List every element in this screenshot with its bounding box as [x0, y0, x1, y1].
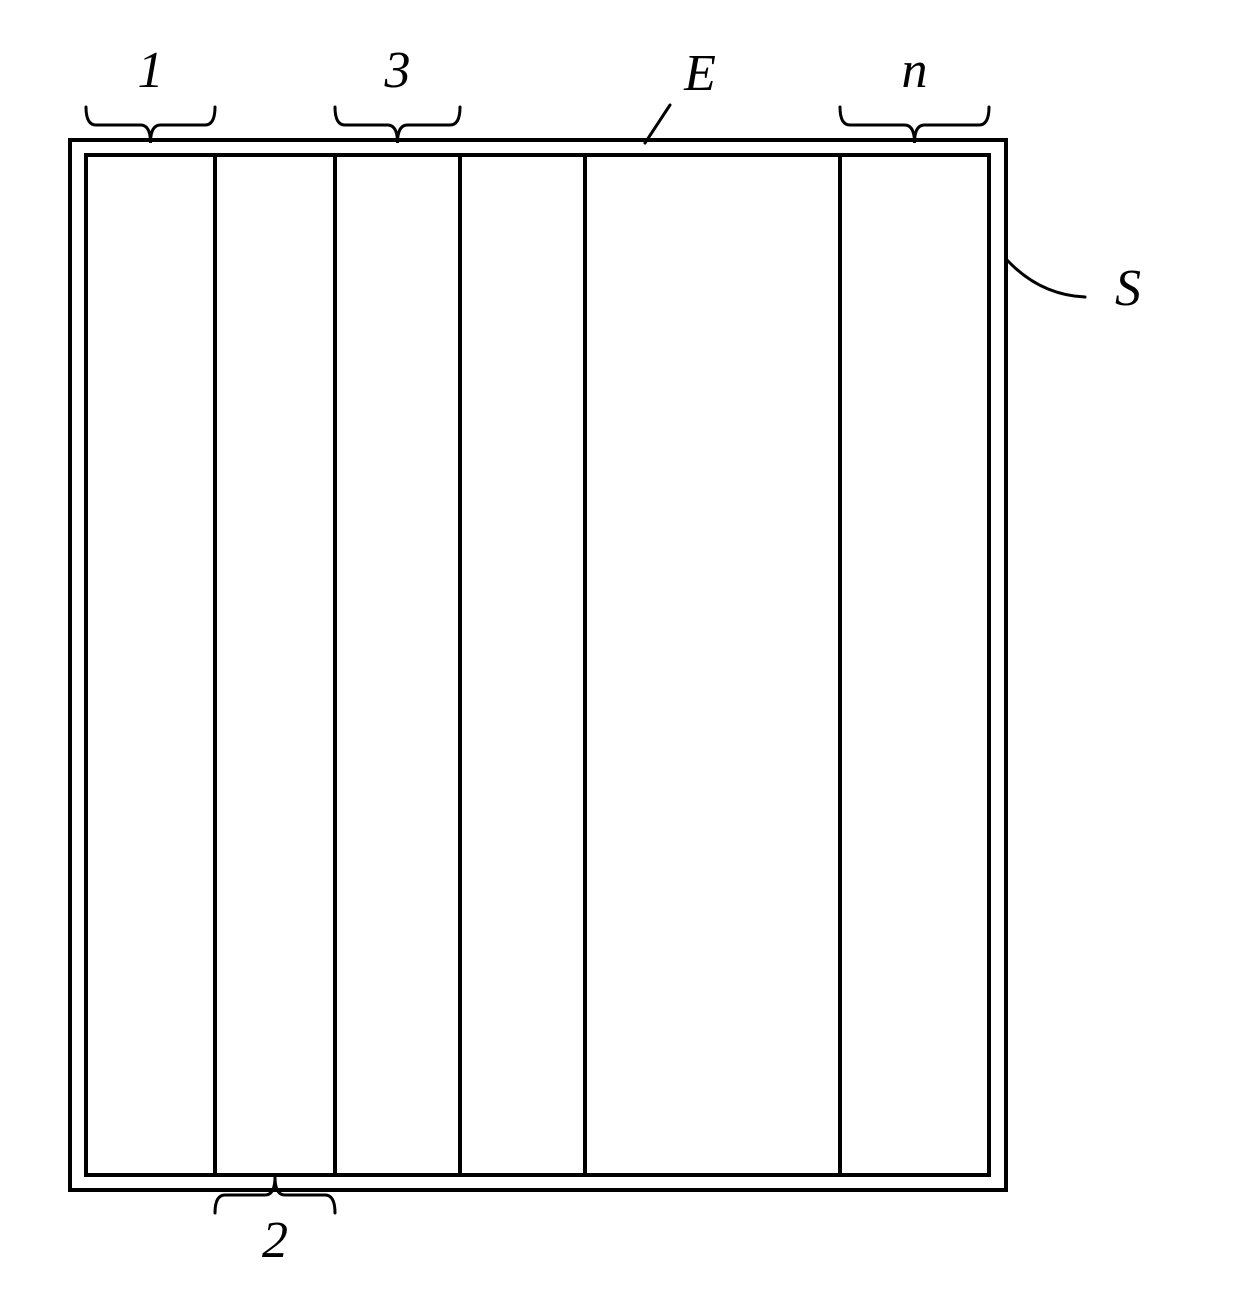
label-E: E	[683, 45, 716, 102]
label-S: S	[1115, 260, 1141, 317]
leader-line-S	[1007, 260, 1085, 297]
brace-3-label: 3	[384, 42, 411, 99]
leader-line-E	[645, 105, 670, 143]
brace-2	[215, 1177, 335, 1213]
inner-frame	[86, 155, 989, 1175]
brace-1-label: 1	[138, 42, 164, 99]
frame-rects	[70, 140, 1006, 1190]
brace-1	[86, 107, 215, 143]
leader-lines	[645, 105, 1085, 297]
schematic-diagram: 1 3 n 2 E S	[0, 0, 1240, 1312]
brace-n-label: n	[902, 42, 928, 99]
brace-n	[840, 107, 989, 143]
outer-frame	[70, 140, 1006, 1190]
brace-3	[335, 107, 460, 143]
brace-group	[86, 107, 989, 1213]
vertical-dividers	[215, 155, 840, 1175]
brace-2-label: 2	[262, 1212, 288, 1269]
